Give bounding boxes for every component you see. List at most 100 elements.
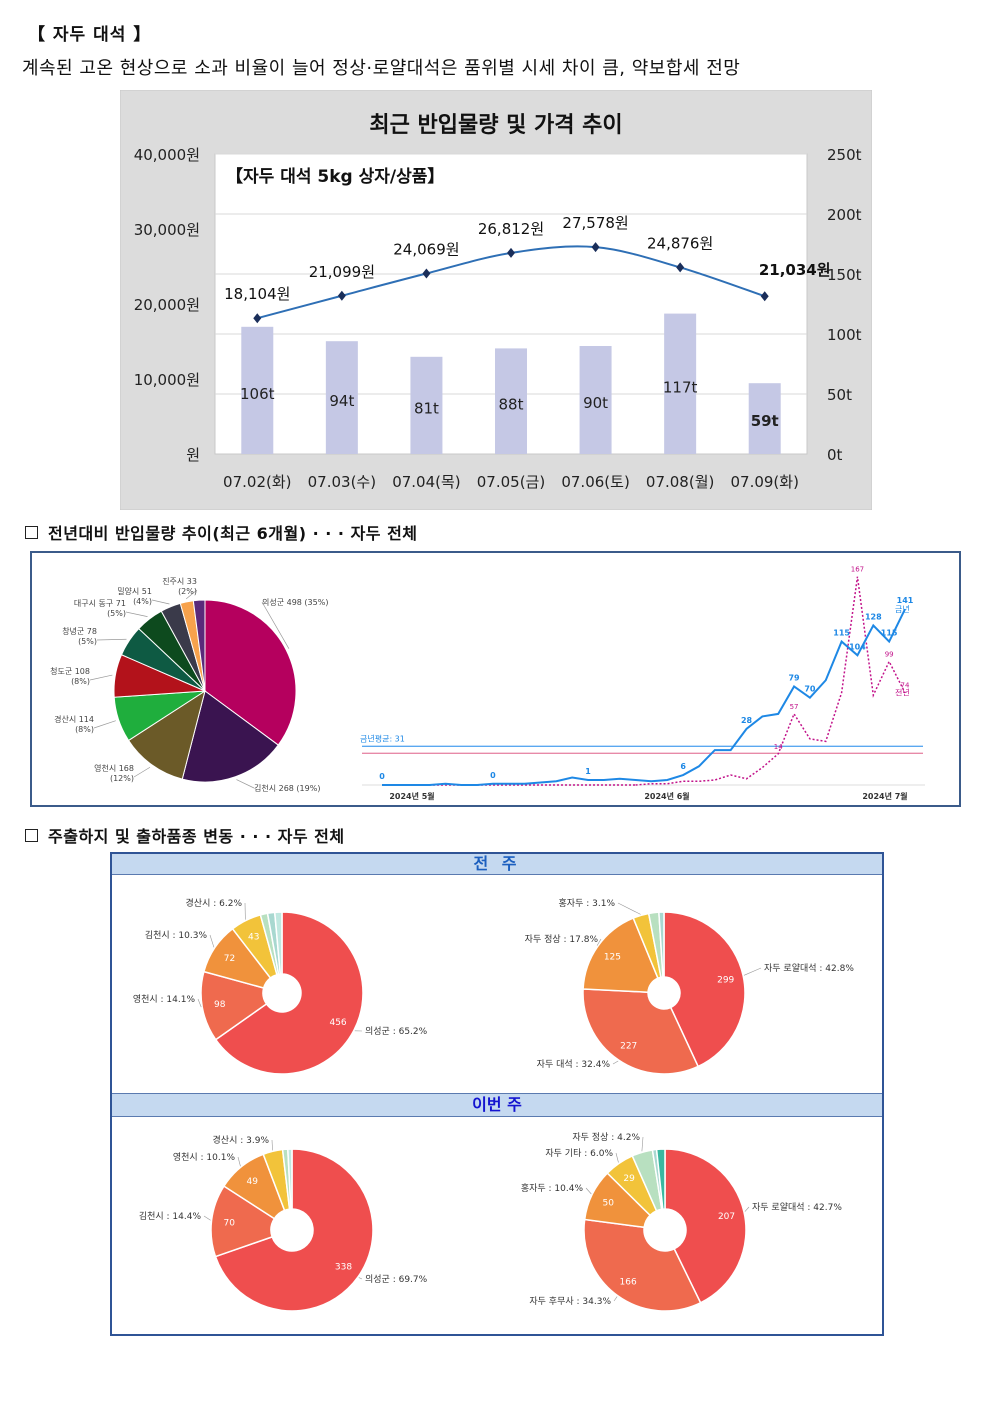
x-category-label: 07.09(화): [730, 473, 798, 491]
checkbox-icon: [25, 526, 38, 539]
donut-slice: [663, 911, 746, 1068]
donut-slice-label: 김천시 : 10.3%: [145, 929, 208, 941]
pie-leader-line: [125, 611, 148, 617]
donut-slice-value: 49: [247, 1177, 259, 1187]
donut-slice-label: 의성군 : 69.7%: [365, 1274, 428, 1285]
donut-slice: [200, 970, 268, 1041]
pie-leader-line: [96, 638, 127, 641]
donut-leader-line: [617, 902, 641, 915]
volume-bar: [579, 346, 612, 454]
volume-bar: [241, 326, 274, 454]
origin-pie-slice: [204, 599, 297, 746]
pie-leader-line: [133, 766, 151, 778]
donut-slice-label: 김천시 : 14.4%: [139, 1210, 202, 1222]
this-year-point-label: 115: [881, 629, 898, 638]
volume-bar: [410, 356, 443, 454]
origin-pie-label: 경산시 114: [54, 714, 94, 724]
this-year-point-label: 70: [804, 685, 816, 694]
left-tick-label: 20,000원: [134, 296, 200, 314]
donut-slice: [658, 911, 665, 978]
volume-bar: [495, 348, 527, 454]
donut-leader-line: [641, 1136, 644, 1152]
donut-slice-label: 자두 대석 : 32.4%: [537, 1059, 611, 1070]
volume-label: 88t: [499, 395, 524, 413]
origin-pie-label: 대구시 동구 71: [74, 599, 126, 608]
price-marker: [591, 242, 600, 253]
x-category-label: 07.03(수): [308, 473, 376, 491]
price-marker: [507, 247, 515, 258]
x-category-label: 07.05(금): [477, 473, 545, 491]
prev-week-header: 전 주: [112, 854, 882, 875]
donut-slice-label: 자두 정상 : 4.2%: [572, 1132, 640, 1143]
left-tick-label: 원: [186, 446, 200, 464]
volume-label: 90t: [583, 394, 608, 412]
donut-slice-value: 72: [224, 954, 235, 964]
donut-slice: [655, 1148, 666, 1210]
this-year-point-label: 1: [585, 767, 591, 776]
donut-slice: [664, 1148, 747, 1304]
left-tick-label: 10,000원: [134, 371, 200, 389]
page-heading: 【 자두 대석 】: [28, 25, 152, 45]
chart-title: 최근 반입물량 및 가격 추이: [369, 113, 622, 138]
origin-pie-label: 창녕군 78: [62, 627, 97, 636]
this-year-line: [382, 608, 906, 786]
origin-pie-label: 밀양시 51: [117, 587, 152, 596]
this-year-point-label: 0: [379, 772, 385, 781]
donut-slice-label: 영천시 : 10.1%: [173, 1152, 236, 1163]
donut-leader-line: [596, 938, 602, 946]
price-label: 21,099원: [309, 263, 375, 281]
donut-slice-label: 자두 후무사 : 34.3%: [529, 1296, 611, 1307]
price-marker: [253, 313, 262, 324]
donut-slice: [214, 1148, 374, 1312]
donut-leader-line: [743, 967, 762, 976]
donut-slice-value: 50: [603, 1198, 615, 1208]
price-label: 18,104원: [224, 285, 290, 303]
donut-slice-label: 자두 로얄대석 : 42.8%: [764, 963, 854, 974]
donut-leader-line: [197, 998, 202, 1008]
right-tick-label: 150t: [827, 266, 862, 284]
legend-last-year: 전년: [895, 688, 910, 698]
volume-bar: [664, 313, 697, 454]
donut-slice-label: 자두 기타 : 6.0%: [545, 1148, 613, 1159]
origin-pie-label: (2%): [178, 587, 197, 596]
this-year-point-label: 28: [741, 716, 753, 725]
last-year-point-label: 167: [851, 566, 864, 574]
trend-panel-content: 의성군 498 (35%) 김천시 268 (19%) 영천시 168(12%) 경산…: [50, 566, 925, 801]
x-category-label: 07.02(화): [223, 473, 291, 491]
donut-slice: [273, 911, 283, 975]
left-tick-label: 40,000원: [134, 146, 200, 164]
price-marker: [337, 290, 346, 301]
trend-panel: [30, 551, 961, 807]
average-label: 금년평균: 31: [360, 733, 405, 743]
donut-slice-value: 456: [329, 1018, 346, 1028]
x-month-label: 2024년 5월: [389, 791, 434, 801]
donut-leader-line: [237, 1156, 241, 1167]
volume-label: 81t: [414, 399, 439, 417]
donut-slice-value: 299: [717, 975, 734, 985]
donut-leader-line: [613, 1296, 618, 1302]
left-tick-label: 30,000원: [134, 221, 200, 239]
shipping-donuts: 456 의성군 : 65.2% 98 영천시 : 14.1% 72 김천시 : 10.3%…: [133, 897, 854, 1312]
volume-bar: [325, 341, 358, 454]
origin-pie-slice: [127, 689, 206, 780]
right-tick-label: 100t: [827, 326, 862, 344]
volume-label: 94t: [329, 392, 354, 410]
x-category-label: 07.08(월): [646, 473, 714, 491]
donut-slice-value: 207: [718, 1212, 735, 1222]
pie-leader-line: [185, 589, 198, 600]
right-tick-label: 0t: [827, 446, 843, 464]
pie-leader-line: [89, 674, 113, 681]
x-category-label: 07.06(토): [561, 473, 629, 491]
this-year-point-label: 6: [680, 762, 686, 771]
donut-slice-label: 의성군 : 65.2%: [365, 1026, 428, 1037]
section-title-trend: 전년대비 반입물량 추이(최근 6개월) · · · 자두 전체: [25, 520, 418, 544]
origin-pie-label: 진주시 33: [162, 576, 197, 586]
volume-label: 106t: [240, 385, 275, 403]
donut-leader-line: [585, 1187, 592, 1195]
origin-pie-label: (4%): [133, 597, 152, 606]
origin-pie-label: 청도군 108: [50, 667, 90, 676]
origin-pie-label: (12%): [110, 774, 134, 783]
price-label: 24,069원: [393, 240, 459, 258]
donut-slice-label: 경산시 : 6.2%: [186, 897, 243, 909]
shipping-panel: [110, 852, 884, 1336]
